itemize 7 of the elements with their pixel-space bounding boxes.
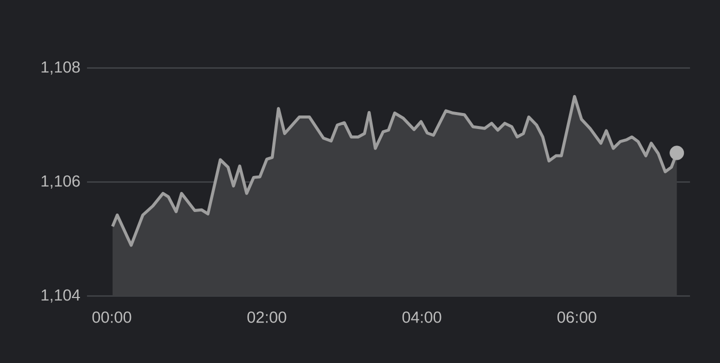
x-tick-label: 06:00: [557, 312, 596, 323]
x-tick-label: 00:00: [92, 312, 132, 323]
x-tick-label: 02:00: [247, 312, 286, 323]
x-tick-label: 04:00: [402, 312, 442, 323]
y-tick-label: 1,108: [42, 61, 80, 75]
y-tick-label: 1,104: [42, 289, 80, 303]
y-tick-label: 1,106: [42, 175, 80, 189]
